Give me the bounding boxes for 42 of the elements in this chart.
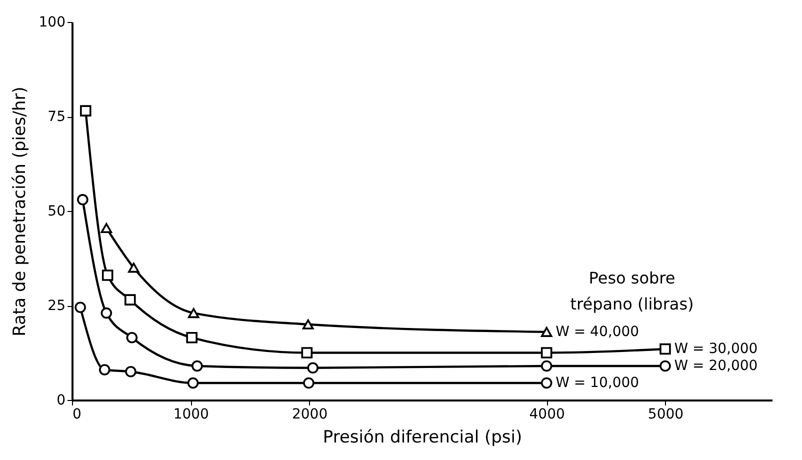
point xyxy=(192,360,203,372)
point xyxy=(124,294,136,306)
y-tick-label: 100 xyxy=(38,14,66,30)
point xyxy=(540,377,552,389)
series-label: W = 40,000 xyxy=(556,324,640,340)
point xyxy=(540,326,552,337)
point xyxy=(74,302,86,314)
point xyxy=(80,105,92,116)
point xyxy=(102,270,114,281)
point xyxy=(186,332,198,344)
x-axis-title: Presión diferencial (psi) xyxy=(322,428,522,448)
x-tick-label: 2000 xyxy=(292,406,328,422)
x-tick-label: 0 xyxy=(72,406,82,422)
x-tick-label: 1000 xyxy=(173,406,209,422)
legend-title: Peso sobre trépano (libras) xyxy=(570,268,694,314)
point xyxy=(77,194,88,206)
point xyxy=(540,360,552,372)
point xyxy=(125,366,136,378)
series-label: W = 30,000 xyxy=(674,340,758,357)
point xyxy=(660,360,671,372)
y-tick-label: 25 xyxy=(48,298,66,314)
y-axis-title: Rata de penetración (pies/hr) xyxy=(10,86,30,336)
point xyxy=(128,262,140,273)
point xyxy=(307,362,318,374)
point xyxy=(540,347,552,358)
x-tick-label: 4000 xyxy=(529,406,565,422)
point xyxy=(98,364,110,376)
point xyxy=(302,319,314,330)
point xyxy=(100,223,112,234)
point xyxy=(301,347,313,358)
point xyxy=(100,307,112,319)
point xyxy=(187,377,199,389)
series-label: W = 10,000 xyxy=(556,374,640,391)
y-tick-label: 0 xyxy=(56,392,66,408)
y-tick-label: 50 xyxy=(48,204,66,220)
series-label: W = 20,000 xyxy=(674,358,758,374)
point xyxy=(188,308,200,318)
x-tick-label: 5000 xyxy=(648,406,684,422)
point xyxy=(660,343,671,355)
point xyxy=(303,377,314,389)
y-tick-label: 75 xyxy=(48,109,66,125)
point xyxy=(126,332,138,344)
